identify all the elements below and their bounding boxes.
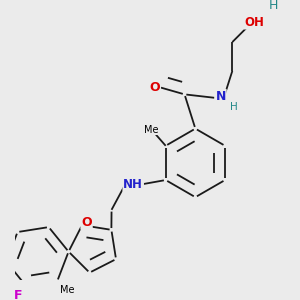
Text: O: O (149, 81, 160, 94)
Text: NH: NH (123, 178, 143, 191)
Text: N: N (215, 90, 226, 103)
Text: O: O (81, 216, 92, 229)
Text: H: H (269, 0, 278, 13)
Text: H: H (230, 102, 238, 112)
Text: OH: OH (244, 16, 264, 29)
Text: Me: Me (60, 285, 75, 295)
Text: F: F (14, 289, 23, 300)
Text: Me: Me (144, 124, 158, 134)
